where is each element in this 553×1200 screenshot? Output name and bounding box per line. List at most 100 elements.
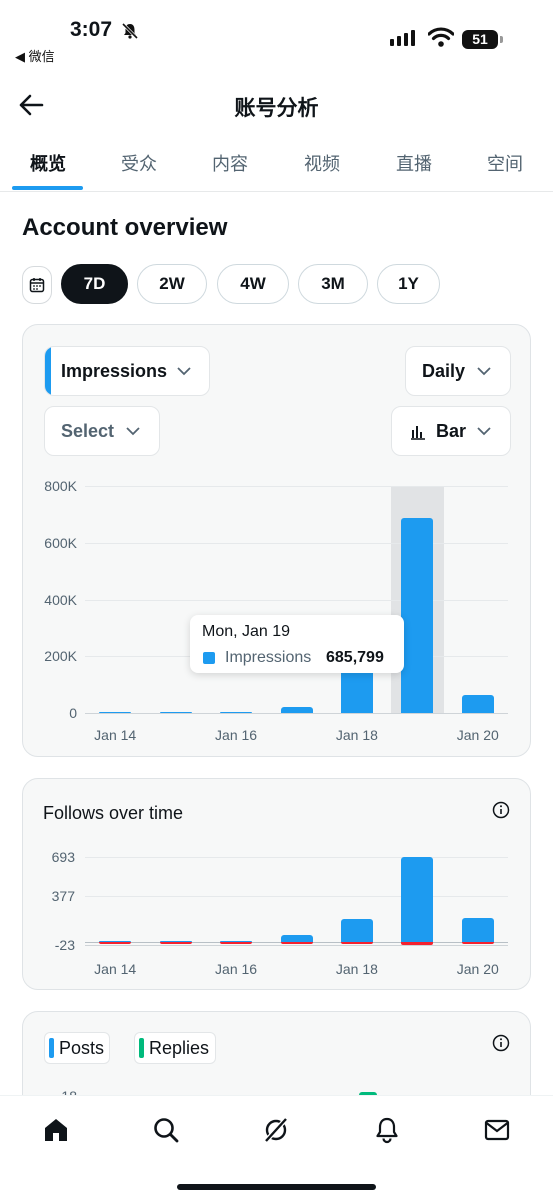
info-icon[interactable] [492,801,510,819]
metric-dropdown[interactable]: Impressions [44,346,210,396]
page-title: 账号分析 [234,97,319,120]
negative-bar [280,942,313,944]
gridline [85,945,508,946]
tab-live[interactable]: 直播 [396,154,432,174]
notifications-icon[interactable] [373,1116,401,1144]
bell-muted-icon [121,22,139,40]
compare-dropdown[interactable]: Select [44,406,160,456]
impressions-card: Impressions Daily Select Bar 0 200K 400K 60… [22,324,531,757]
x-tick-label: Jan 20 [456,727,499,743]
y-tick-label: 0 [69,705,77,721]
range-7d-button[interactable]: 7D [61,264,128,304]
interval-dropdown[interactable]: Daily [405,346,511,396]
cellular-signal-icon [390,30,415,46]
chart-type-dropdown[interactable]: Bar [391,406,511,456]
gridline [85,896,508,897]
bar [99,940,132,943]
y-tick-label: 400K [44,591,77,608]
range-1y-button[interactable]: 1Y [377,264,440,304]
x-tick-label: Jan 14 [94,727,137,743]
legend-replies-label: Replies [149,1038,210,1058]
x-tick-label: Jan 18 [335,727,378,743]
negative-bar [220,942,253,944]
bar [280,934,313,943]
bar [401,857,434,943]
bar [461,694,494,713]
bar [340,667,373,713]
interval-dropdown-label: Daily [422,361,466,381]
negative-bar [99,942,132,944]
gridline [85,486,508,487]
y-tick-label: -23 [54,937,75,953]
bar [220,940,253,943]
search-icon[interactable] [152,1116,180,1144]
bar [461,917,494,943]
tab-spaces[interactable]: 空间 [487,154,523,174]
negative-bar [401,942,434,945]
tooltip-date: Mon, Jan 19 [202,623,291,640]
x-tick-label: Jan 20 [456,961,499,977]
bottom-navigation [0,1095,553,1200]
calendar-icon [29,278,45,293]
chevron-down-icon [126,427,140,436]
gridline [85,543,508,544]
legend-posts-swatch [49,1038,54,1058]
gridline [85,713,508,714]
tab-audience[interactable]: 受众 [121,154,157,174]
metric-dropdown-label: Impressions [61,361,168,381]
y-tick-label: 377 [51,887,75,904]
status-time: 3:07 [70,18,113,41]
x-tick-label: Jan 16 [215,727,258,743]
bar [99,711,132,713]
gridline [85,600,508,601]
tooltip-series-name: Impressions [225,649,312,666]
bar [280,706,313,713]
bar [401,518,434,713]
bar [220,711,253,713]
home-indicator [177,1184,376,1190]
chevron-down-icon [477,427,491,436]
follows-card: Follows over time -23 377 693 Jan 14 Jan 16 J… [22,778,531,990]
legend-posts-label: Posts [59,1038,105,1058]
x-tick-label: Jan 18 [335,961,378,977]
info-icon[interactable] [492,1034,510,1052]
bar [159,940,192,943]
tab-content[interactable]: 内容 [212,154,248,174]
range-2w-button[interactable]: 2W [137,264,207,304]
gridline [85,857,508,858]
y-tick-label: 693 [51,849,75,865]
negative-bar [159,942,192,944]
range-3m-button[interactable]: 3M [298,264,368,304]
x-tick-label: Jan 16 [215,961,258,977]
chevron-down-icon [477,367,491,376]
home-icon[interactable] [42,1116,70,1144]
legend-replies[interactable]: Replies [134,1032,216,1064]
back-to-app-link[interactable]: ◀ 微信 [15,49,55,64]
chart-tooltip: Mon, Jan 19 Impressions 685,799 [190,615,404,673]
grok-icon[interactable] [262,1116,290,1144]
negative-bar [461,942,494,944]
tooltip-value: 685,799 [326,649,384,666]
y-tick-label: 200K [44,648,77,665]
calendar-button[interactable] [22,266,52,304]
compare-dropdown-label: Select [61,421,115,441]
battery-indicator: 51 [462,30,498,49]
section-title: Account overview [22,214,228,241]
messages-icon[interactable] [483,1116,511,1144]
bar [159,711,192,713]
chart-type-dropdown-label: Bar [436,421,467,441]
chevron-down-icon [177,367,191,376]
tab-overview[interactable]: 概览 [30,154,66,174]
wifi-icon [428,27,454,47]
battery-tip [500,36,503,43]
legend-replies-swatch [139,1038,144,1058]
metric-color-bar [45,347,51,395]
tooltip-series-swatch [203,652,215,664]
back-arrow-icon[interactable] [18,92,44,118]
follows-card-title: Follows over time [43,803,184,823]
range-4w-button[interactable]: 4W [217,264,289,304]
tab-video[interactable]: 视频 [304,154,340,174]
legend-posts[interactable]: Posts [44,1032,110,1064]
analytics-tabs: 概览 受众 内容 视频 直播 空间 [0,138,553,192]
x-tick-label: Jan 14 [94,961,137,977]
